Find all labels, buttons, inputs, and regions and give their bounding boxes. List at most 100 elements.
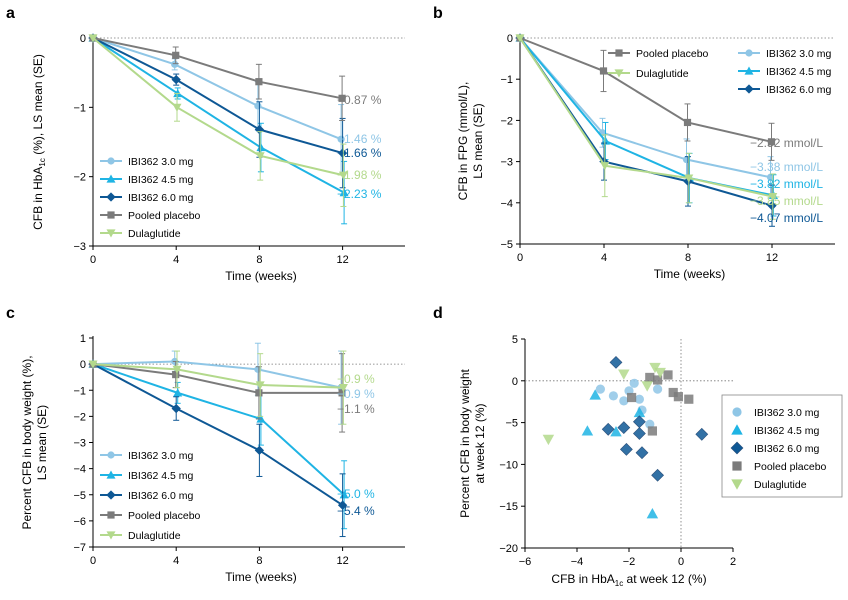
data-point xyxy=(629,378,639,388)
legend: IBI362 3.0 mg IBI362 4.5 mg IBI362 6.0 mg P… xyxy=(100,156,201,240)
data-point xyxy=(610,426,622,437)
data-point xyxy=(255,381,265,390)
series-line xyxy=(519,37,773,207)
data-point xyxy=(254,124,265,135)
data-point xyxy=(619,396,629,406)
y-tick-label: −2 xyxy=(73,172,86,184)
series-line xyxy=(519,37,772,143)
data-point xyxy=(171,60,179,68)
legend-swatch-marker xyxy=(106,470,116,479)
y-tick-label: 0 xyxy=(80,359,86,371)
data-point xyxy=(633,406,646,418)
legend-label: IBI362 4.5 mg xyxy=(128,470,194,482)
y-tick-label: −5 xyxy=(73,490,86,502)
data-point xyxy=(338,384,348,393)
y-tick-label: 1 xyxy=(80,333,86,345)
data-point xyxy=(663,370,673,380)
data-point xyxy=(599,67,608,75)
data-point xyxy=(255,389,263,397)
data-point xyxy=(632,427,646,440)
legend-swatch-marker xyxy=(107,211,115,219)
legend-swatch-marker xyxy=(107,511,115,519)
series-pooled-placebo xyxy=(627,370,694,436)
y-tick-label: 0 xyxy=(512,376,518,388)
legend-swatch-marker xyxy=(732,407,742,417)
data-point xyxy=(654,367,666,379)
data-point xyxy=(255,78,263,86)
series-line xyxy=(92,363,344,389)
x-tick-label: 12 xyxy=(336,555,348,567)
data-point xyxy=(88,360,98,369)
panel-a: a 0 −1 −2 −3 0 4 8 12 Time (weeks) CFB in HbA1c (%… xyxy=(6,5,405,283)
data-point xyxy=(338,94,346,102)
end-value-label: −5.4 % xyxy=(337,504,375,518)
data-point xyxy=(600,162,610,171)
legend-swatch-marker xyxy=(106,174,116,183)
series-line xyxy=(519,37,774,198)
data-point xyxy=(627,392,637,403)
data-point xyxy=(768,193,778,202)
end-value-label: −1.46 % xyxy=(337,132,382,146)
x-tick-label: 8 xyxy=(256,254,262,266)
data-point xyxy=(767,201,777,211)
y-tick-label: 0 xyxy=(80,33,86,45)
end-value-label: −2.52 mmol/L xyxy=(750,136,823,150)
data-point xyxy=(668,387,678,398)
legend-label: IBI362 6.0 mg xyxy=(754,443,820,455)
end-value-label: −0.9 % xyxy=(337,372,375,386)
data-point xyxy=(338,171,348,180)
series-ibi362-6-0-mg xyxy=(515,33,777,227)
data-point xyxy=(172,370,180,379)
data-point xyxy=(595,384,606,394)
legend-label: Pooled placebo xyxy=(128,210,201,222)
end-value-label: −4.07 mmol/L xyxy=(750,211,823,225)
data-point xyxy=(653,384,663,394)
data-point xyxy=(255,152,265,161)
end-value-label: −2.23 % xyxy=(337,187,382,201)
legend-label: IBI362 6.0 mg xyxy=(766,84,832,96)
series-line xyxy=(92,37,343,100)
y-label-part: CFB in HbA xyxy=(31,167,45,230)
y-tick-label: 0 xyxy=(507,33,513,45)
x-tick-label: 4 xyxy=(173,254,179,266)
data-point xyxy=(338,389,346,397)
legend-label: Pooled placebo xyxy=(754,461,827,473)
data-point xyxy=(171,403,181,414)
data-point xyxy=(171,74,181,85)
legend-swatch-marker xyxy=(106,229,116,238)
series-ibi362-3-0-mg xyxy=(595,378,663,429)
x-tick-label: 12 xyxy=(336,254,348,266)
end-value-label: −3.85 mmol/L xyxy=(750,194,823,208)
data-point xyxy=(651,468,665,482)
panel-letter: d xyxy=(433,305,443,322)
x-tick-label: 0 xyxy=(517,252,523,264)
series-line xyxy=(92,363,343,394)
data-point xyxy=(608,391,619,401)
data-point xyxy=(617,421,631,435)
y-tick-label: −5 xyxy=(505,418,518,430)
y-axis-label-line2: at week 12 (%) xyxy=(473,403,487,483)
y-tick-label: −6 xyxy=(73,516,86,528)
data-point xyxy=(647,426,657,436)
series-dulaglutide xyxy=(515,34,778,220)
series-line xyxy=(92,360,342,389)
y-tick-label: −20 xyxy=(499,543,518,555)
series-dulaglutide xyxy=(88,350,348,425)
x-tick-label: 0 xyxy=(90,254,96,266)
series-line xyxy=(92,37,342,141)
data-point xyxy=(172,365,182,374)
panel-letter: c xyxy=(6,305,15,322)
legend-swatch-marker xyxy=(106,490,116,500)
end-value-label: −3.38 mmol/L xyxy=(750,160,823,174)
legend-label: Pooled placebo xyxy=(636,48,709,60)
legend-swatch-marker xyxy=(615,49,623,57)
data-point xyxy=(337,148,348,158)
data-point xyxy=(645,372,655,383)
legend-label: IBI362 6.0 mg xyxy=(128,490,194,502)
legend-swatch-marker xyxy=(730,441,744,455)
end-value-label: −1.66 % xyxy=(337,146,382,160)
legend-label: IBI362 6.0 mg xyxy=(128,192,194,204)
legend-swatch-marker xyxy=(732,461,742,471)
series-line xyxy=(92,37,344,177)
